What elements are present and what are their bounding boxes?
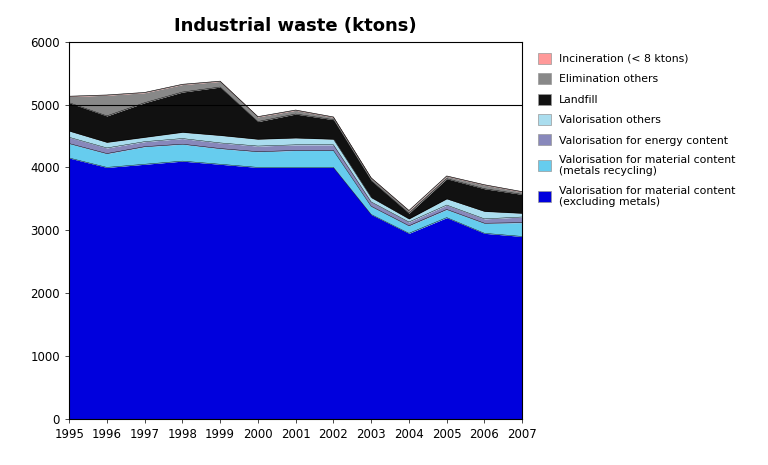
Title: Industrial waste (ktons): Industrial waste (ktons): [174, 17, 417, 35]
Legend: Incineration (< 8 ktons), Elimination others, Landfill, Valorisation others, Val: Incineration (< 8 ktons), Elimination ot…: [532, 47, 741, 213]
